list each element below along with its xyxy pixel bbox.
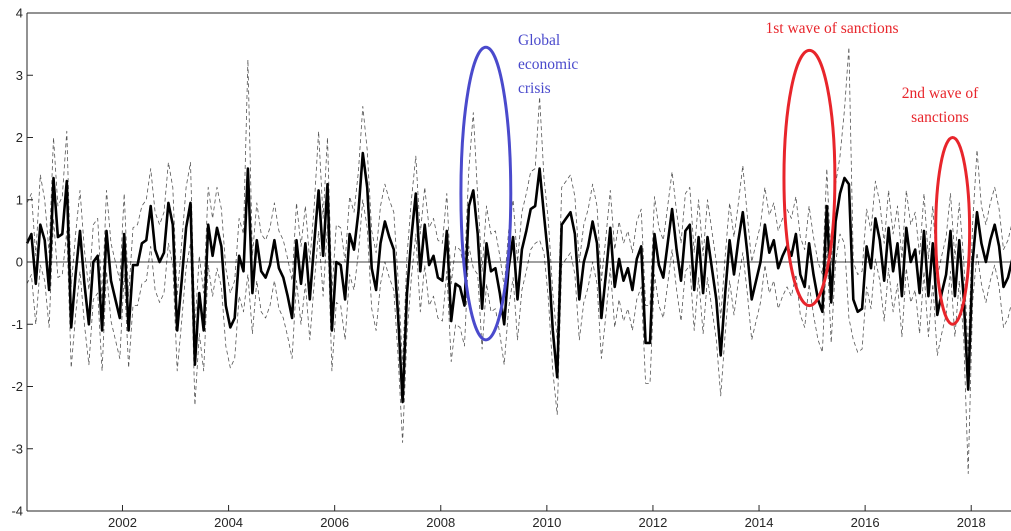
- annotation-ellipses: [459, 45, 972, 342]
- x-tick-label: 2004: [214, 515, 243, 530]
- x-tick-label: 2002: [108, 515, 137, 530]
- annotation-ellipse-2: [782, 48, 837, 308]
- annotation-label-3: sanctions: [911, 109, 969, 126]
- x-tick-label: 2012: [638, 515, 667, 530]
- y-tick-label: -3: [11, 441, 23, 456]
- x-tick-label: 2010: [532, 515, 561, 530]
- x-tick-label: 2008: [426, 515, 455, 530]
- y-tick-label: 2: [16, 130, 23, 145]
- annotation-label-1: crisis: [518, 80, 551, 97]
- series-layer: [25, 46, 1011, 475]
- x-tick-label: 2014: [745, 515, 774, 530]
- y-tick-label: -4: [11, 504, 23, 519]
- y-tick-label: 4: [16, 6, 23, 21]
- annotation-label-2: 1st wave of sanctions: [765, 20, 898, 37]
- annotation-ellipse-3: [934, 136, 972, 326]
- annotation-label-1: economic: [518, 56, 578, 73]
- x-tick-label: 2016: [851, 515, 880, 530]
- x-tick-label: 2006: [320, 515, 349, 530]
- series-line-dashed-upper: [26, 46, 1011, 366]
- annotation-label-3: 2nd wave of: [902, 85, 979, 102]
- annotation-label-1: Global: [518, 32, 560, 49]
- y-tick-label: -1: [11, 317, 23, 332]
- y-tick-label: 0: [16, 255, 23, 270]
- annotation-ellipse-1: [459, 45, 513, 342]
- y-tick-label: 1: [16, 192, 23, 207]
- series-line-solid-thick: [25, 151, 1011, 404]
- y-tick-label: -2: [11, 379, 23, 394]
- y-tick-label: 3: [16, 68, 23, 83]
- x-tick-label: 2018: [957, 515, 986, 530]
- annotation-labels: Global economic crisis 1st wave of sanction…: [518, 20, 979, 126]
- axes: -4 -3 -2 -1 0 1 2 3 4 2002 2004 2006 2008 2010 2012 201…: [11, 6, 1011, 530]
- series-line-dashed-lower: [26, 199, 1011, 475]
